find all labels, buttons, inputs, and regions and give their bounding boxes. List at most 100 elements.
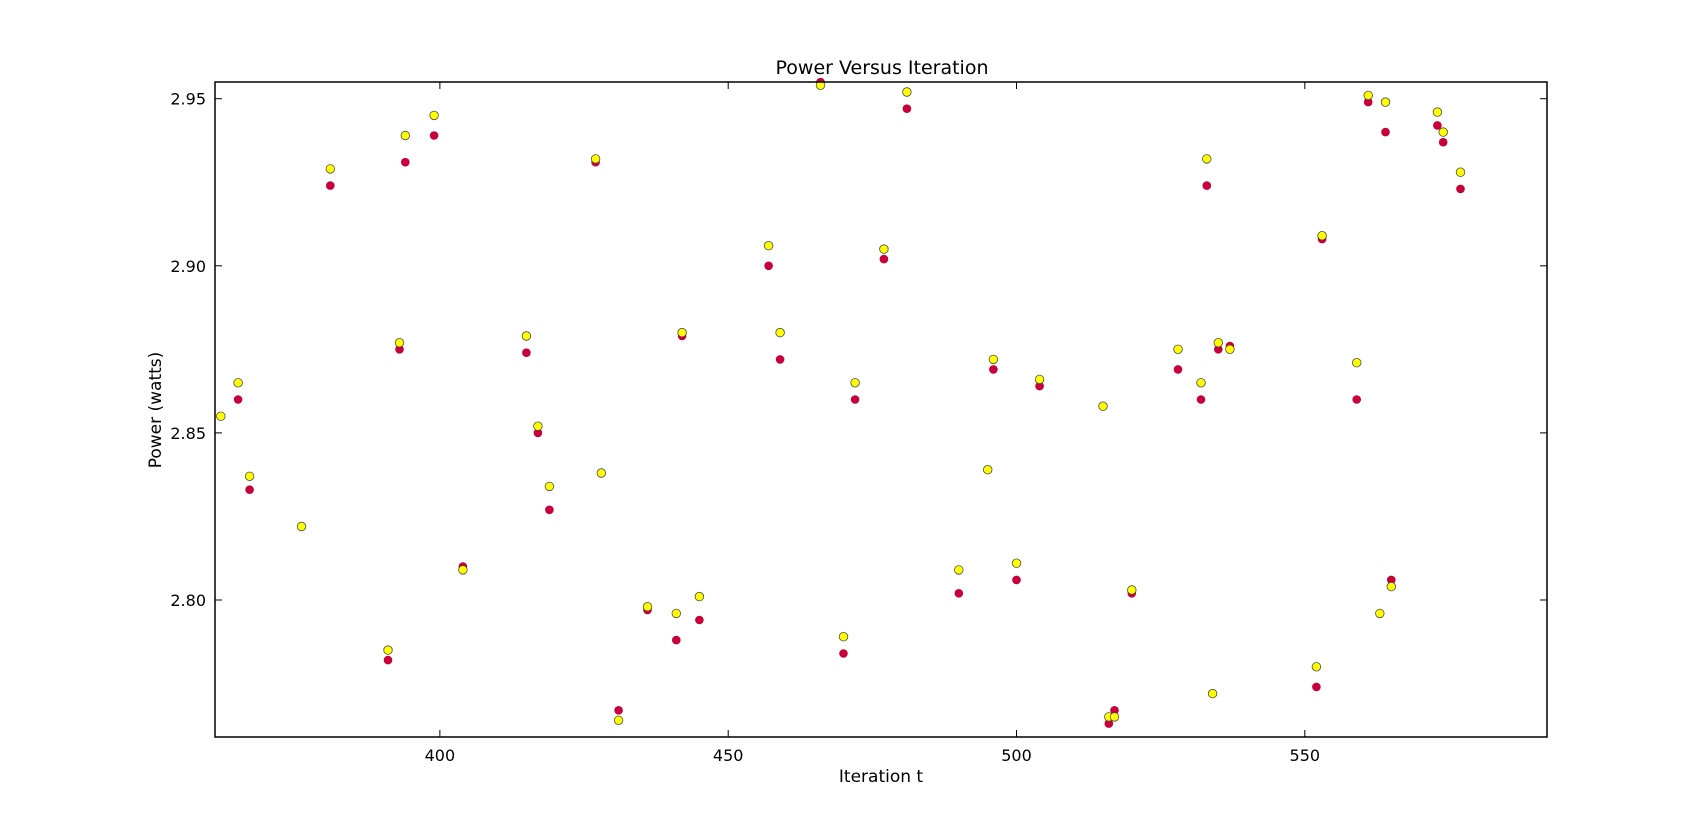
data-point bbox=[1311, 662, 1322, 672]
data-point bbox=[1352, 395, 1361, 404]
data-point bbox=[983, 465, 993, 475]
data-point bbox=[1173, 344, 1183, 355]
data-point bbox=[672, 635, 681, 645]
data-point bbox=[695, 615, 704, 625]
data-point bbox=[815, 80, 826, 91]
data-point bbox=[1110, 706, 1119, 715]
y-tick-label: 2.80 bbox=[170, 591, 206, 610]
data-point bbox=[850, 395, 860, 404]
data-point bbox=[429, 110, 439, 121]
data-point bbox=[245, 485, 254, 495]
data-point bbox=[838, 632, 849, 642]
data-point bbox=[988, 354, 999, 365]
data-point bbox=[1035, 381, 1044, 391]
data-points bbox=[216, 77, 1466, 728]
data-point bbox=[954, 589, 964, 598]
y-axis-label: Power (watts) bbox=[146, 352, 166, 469]
x-tick-label: 400 bbox=[425, 746, 456, 765]
data-point bbox=[394, 338, 405, 348]
data-point bbox=[989, 365, 998, 374]
data-point bbox=[764, 261, 773, 271]
data-point bbox=[296, 521, 307, 532]
data-point bbox=[533, 421, 543, 431]
data-point bbox=[325, 164, 336, 174]
data-point bbox=[383, 655, 393, 665]
data-point bbox=[1034, 374, 1045, 385]
plot-area-frame bbox=[214, 81, 1548, 738]
data-point bbox=[677, 327, 687, 338]
data-point bbox=[902, 87, 912, 97]
data-point bbox=[1432, 107, 1443, 117]
data-point bbox=[590, 154, 601, 164]
data-point bbox=[694, 591, 705, 602]
data-point bbox=[522, 348, 531, 358]
data-point bbox=[383, 645, 393, 655]
data-point bbox=[533, 428, 543, 438]
x-axis-label: Iteration t bbox=[839, 767, 924, 787]
y-tick-label: 2.85 bbox=[170, 424, 206, 443]
data-point bbox=[671, 608, 682, 619]
data-point bbox=[521, 331, 532, 341]
data-point bbox=[233, 378, 243, 388]
data-point bbox=[1438, 127, 1448, 137]
data-point bbox=[642, 602, 653, 612]
data-point bbox=[1375, 608, 1385, 619]
data-point bbox=[879, 244, 889, 254]
data-point bbox=[1438, 137, 1448, 147]
data-point bbox=[1213, 338, 1224, 348]
x-tick-label: 550 bbox=[1290, 746, 1321, 765]
data-point bbox=[1104, 719, 1114, 728]
y-tick-label: 2.90 bbox=[170, 257, 206, 276]
data-point bbox=[775, 327, 785, 338]
data-point bbox=[1196, 378, 1206, 388]
series-2 bbox=[216, 80, 1466, 726]
data-point bbox=[395, 345, 404, 354]
data-point bbox=[1386, 581, 1397, 592]
data-point bbox=[1317, 230, 1327, 241]
data-point bbox=[1109, 712, 1120, 722]
data-point bbox=[1196, 395, 1206, 404]
data-point bbox=[1455, 167, 1466, 177]
data-point bbox=[326, 181, 335, 190]
data-point bbox=[1202, 181, 1212, 190]
data-point bbox=[1098, 401, 1108, 411]
data-point bbox=[1207, 688, 1218, 699]
data-point bbox=[401, 157, 410, 167]
data-point bbox=[1381, 127, 1390, 137]
data-point bbox=[763, 240, 774, 251]
data-point bbox=[1011, 558, 1022, 568]
data-point bbox=[216, 411, 226, 421]
data-point bbox=[1363, 97, 1373, 107]
data-point bbox=[1351, 358, 1362, 368]
data-point bbox=[458, 565, 468, 575]
axis-ticks: 400 450 500 550 2.80 2.85 2.90 2.95 bbox=[170, 82, 1547, 765]
data-point bbox=[244, 471, 255, 482]
data-point bbox=[544, 481, 555, 492]
data-point bbox=[902, 104, 912, 113]
data-point bbox=[954, 565, 964, 575]
data-point bbox=[233, 395, 243, 404]
data-point bbox=[1173, 365, 1183, 374]
data-point bbox=[1433, 121, 1442, 130]
data-point bbox=[614, 706, 623, 715]
data-point bbox=[545, 505, 554, 515]
data-point bbox=[1387, 575, 1396, 585]
data-point bbox=[1214, 345, 1223, 354]
data-point bbox=[1012, 575, 1021, 585]
data-point bbox=[1456, 184, 1465, 194]
x-tick-label: 500 bbox=[1001, 746, 1032, 765]
data-point bbox=[850, 378, 860, 388]
data-point bbox=[429, 131, 439, 140]
data-point bbox=[775, 355, 785, 364]
series-1 bbox=[233, 77, 1465, 728]
data-point bbox=[1225, 344, 1235, 355]
chart-title: Power Versus Iteration bbox=[776, 57, 989, 79]
data-point bbox=[1202, 154, 1212, 164]
data-point bbox=[1380, 97, 1391, 107]
y-tick-label: 2.95 bbox=[170, 90, 206, 109]
data-point bbox=[400, 130, 411, 141]
data-point bbox=[1127, 585, 1137, 595]
data-point bbox=[1312, 682, 1321, 692]
data-point bbox=[839, 649, 848, 658]
